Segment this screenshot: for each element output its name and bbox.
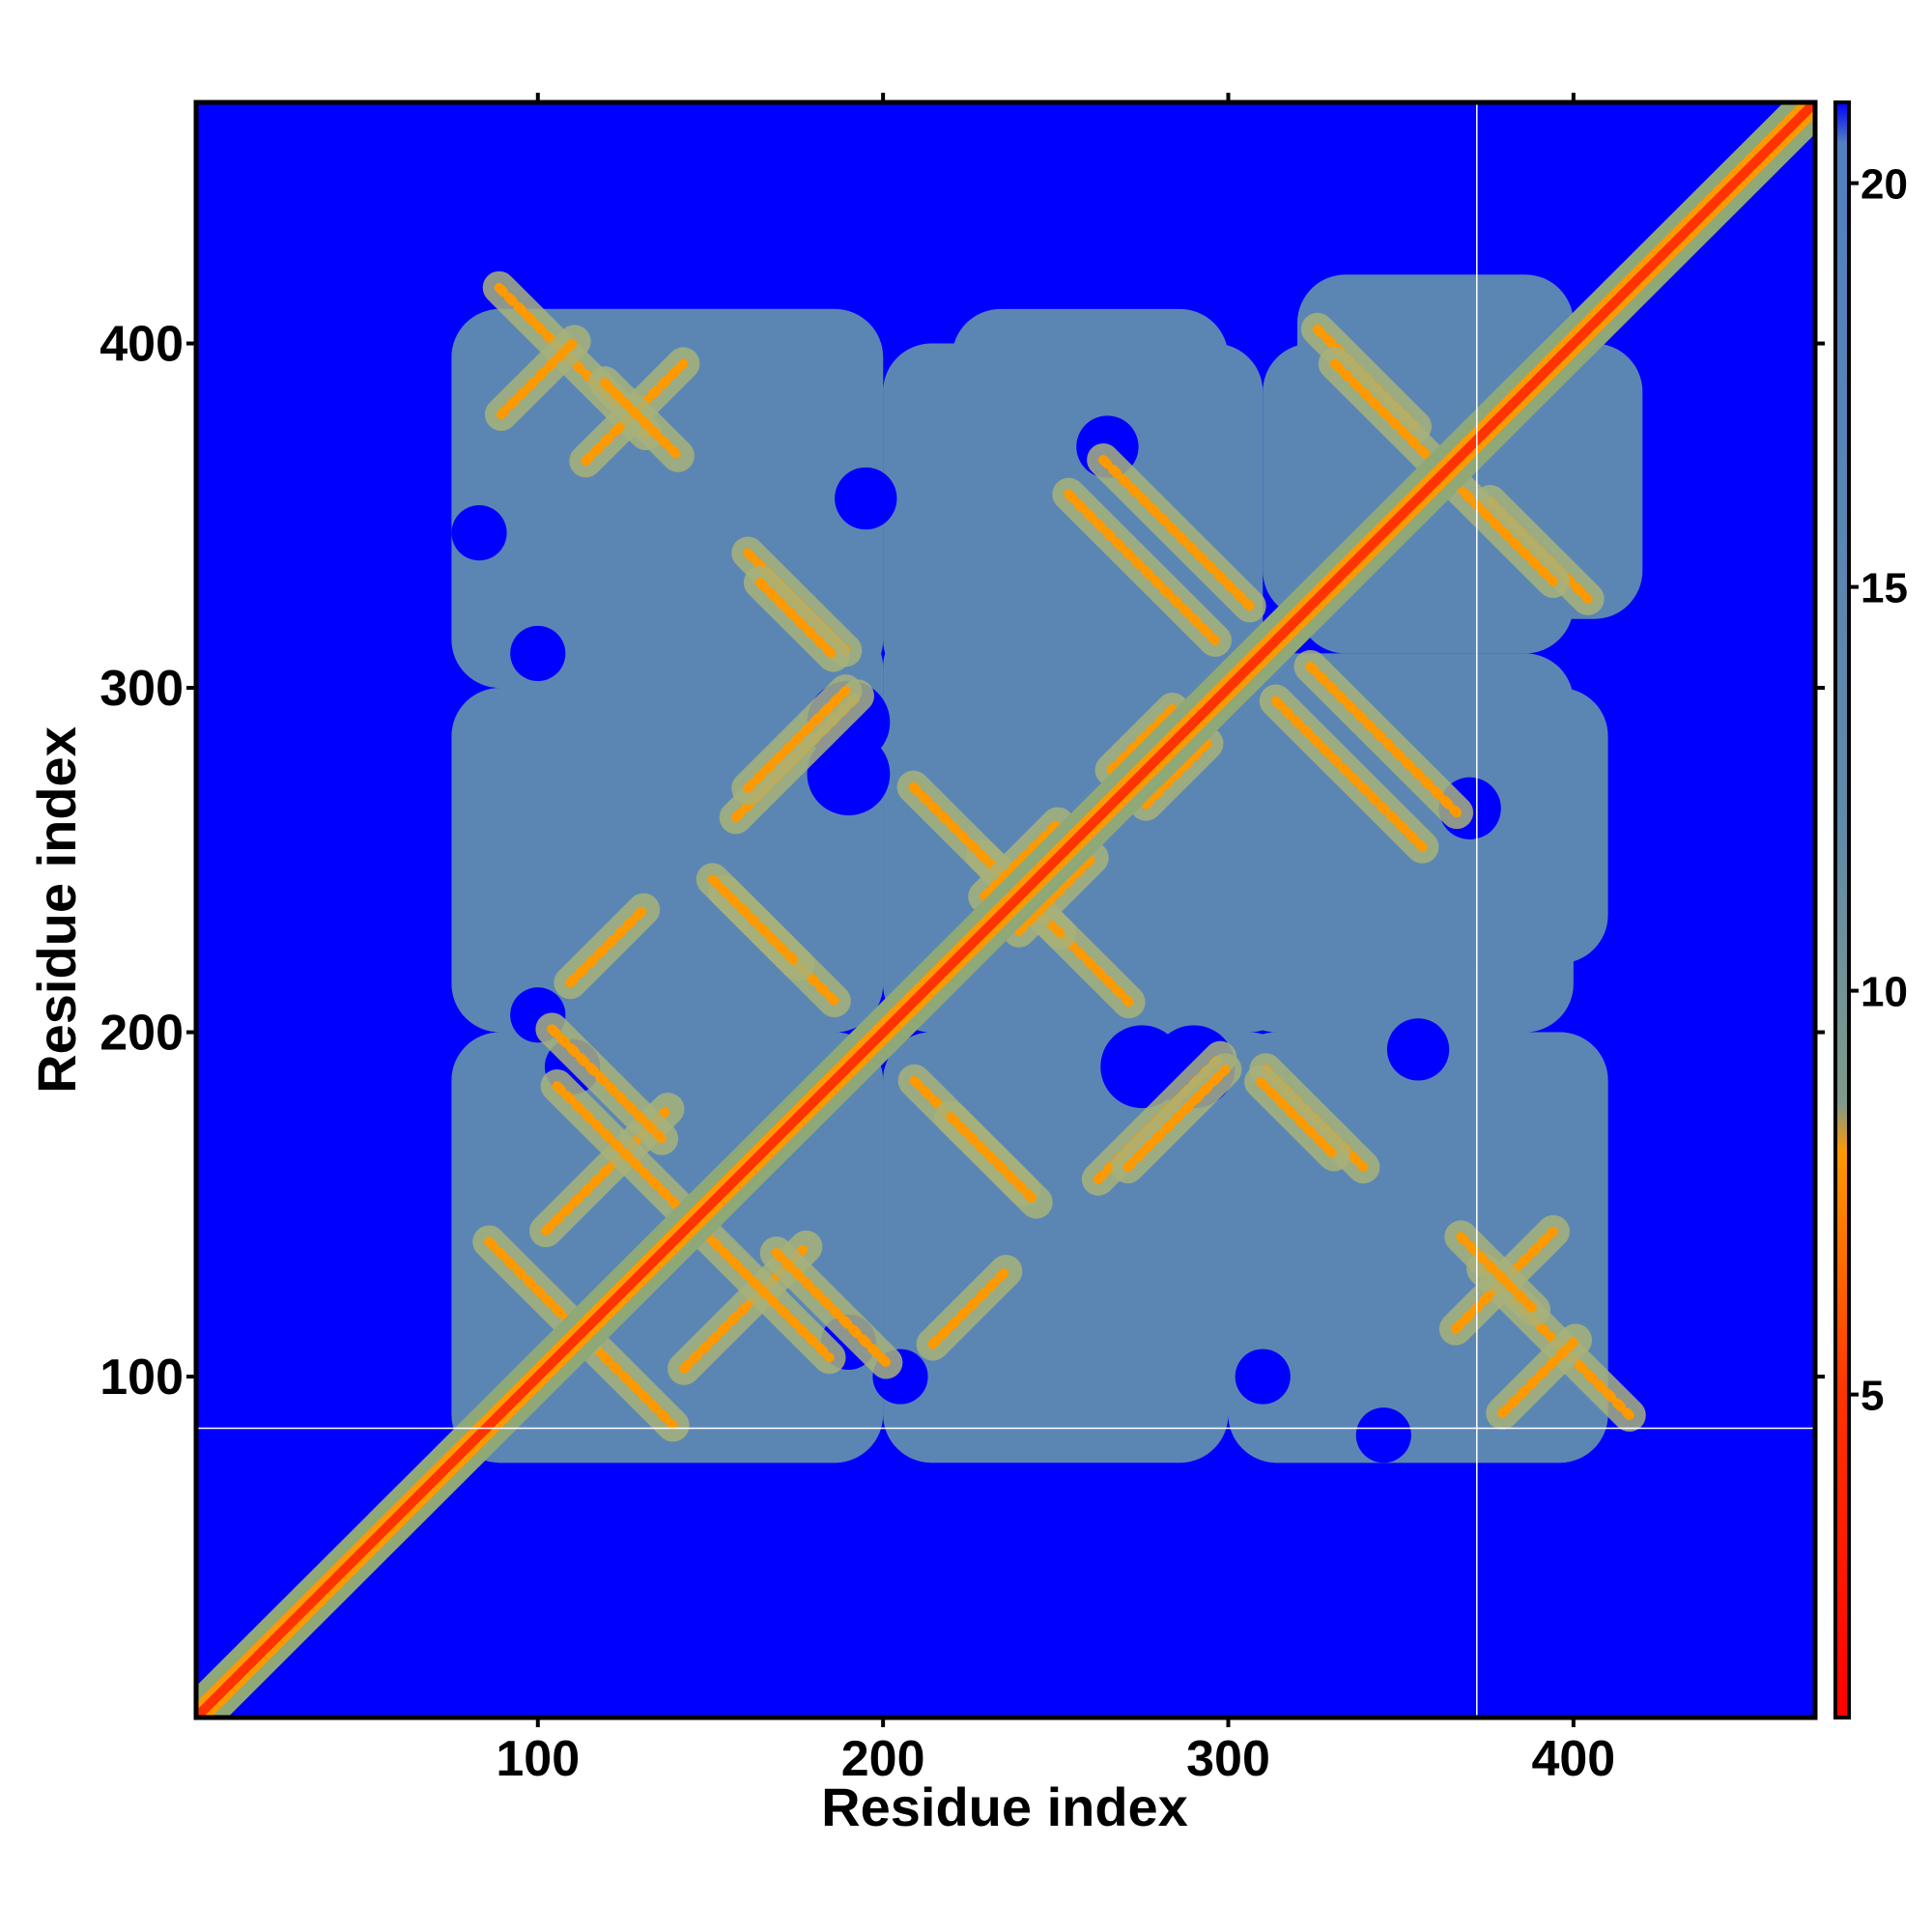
contact-feature	[1141, 738, 1212, 810]
contact-feature	[600, 378, 683, 461]
contact-feature	[946, 1112, 1041, 1208]
x-tick-label: 300	[1186, 1731, 1270, 1787]
y-axis-title: Residue index	[26, 726, 87, 1094]
non-contact-hole	[510, 625, 566, 681]
contact-feature	[771, 1248, 892, 1368]
contact-feature	[547, 1024, 668, 1144]
y-tick-label: 100	[99, 1350, 184, 1406]
colorbar-ticks: 5 10 15 20	[1849, 161, 1908, 1420]
non-contact-hole	[1235, 1349, 1291, 1405]
colorbar-tick-label: 20	[1861, 161, 1908, 209]
x-tick-label: 100	[496, 1731, 580, 1787]
x-axis-title: Residue index	[821, 1776, 1188, 1837]
contact-feature	[1122, 1065, 1231, 1173]
heatmap-plot-area	[193, 99, 1818, 1720]
plot-frame	[193, 99, 1818, 1720]
non-contact-hole	[1386, 1018, 1450, 1081]
non-contact-hole	[1355, 1407, 1411, 1463]
contact-region-blob	[503, 618, 884, 1033]
contact-feature	[690, 1218, 835, 1363]
diagonal-line	[196, 102, 1815, 1718]
contact-feature	[1064, 489, 1220, 645]
x-tick-label: 200	[841, 1731, 925, 1787]
contact-feature	[743, 686, 851, 793]
contact-feature	[1329, 358, 1437, 467]
colorbar-gradient	[1833, 100, 1851, 1719]
contact-feature	[565, 904, 649, 988]
contact-feature	[1106, 704, 1178, 776]
colorbar: 5 10 15 20	[1833, 100, 1908, 1719]
contact-feature	[927, 1265, 1011, 1350]
y-axis-ticks: 100 200 300 400	[99, 317, 1825, 1406]
contact-features	[472, 270, 1646, 1442]
non-contact-hole	[451, 505, 507, 561]
x-axis-ticks: 100 200 300 400	[496, 93, 1615, 1787]
colorbar-tick-label: 15	[1861, 565, 1908, 612]
y-tick-label: 400	[99, 317, 184, 373]
contact-feature	[1270, 696, 1428, 852]
contact-feature	[552, 1081, 696, 1225]
contact-feature	[1256, 1076, 1339, 1160]
non-contact-hole	[835, 467, 897, 530]
contact-feature	[1497, 1335, 1581, 1418]
y-tick-label: 300	[99, 661, 184, 717]
contact-feature	[1456, 1232, 1540, 1315]
main-diagonal	[196, 102, 1815, 1718]
colorbar-tick-label: 5	[1861, 1373, 1884, 1420]
contact-feature	[496, 336, 580, 420]
contact-feature	[980, 818, 1063, 902]
contact-feature	[1450, 479, 1558, 587]
contact-region-blob	[883, 1032, 1297, 1411]
contact-feature	[1013, 853, 1097, 936]
contact-feature	[1305, 661, 1463, 818]
contact-feature	[754, 577, 838, 661]
colorbar-tick-label: 10	[1861, 969, 1908, 1016]
x-tick-label: 400	[1531, 1731, 1615, 1787]
y-tick-label: 200	[99, 1006, 184, 1062]
reference-lines	[196, 102, 1815, 1718]
contact-feature	[707, 874, 804, 970]
contact-feature	[1098, 455, 1255, 611]
